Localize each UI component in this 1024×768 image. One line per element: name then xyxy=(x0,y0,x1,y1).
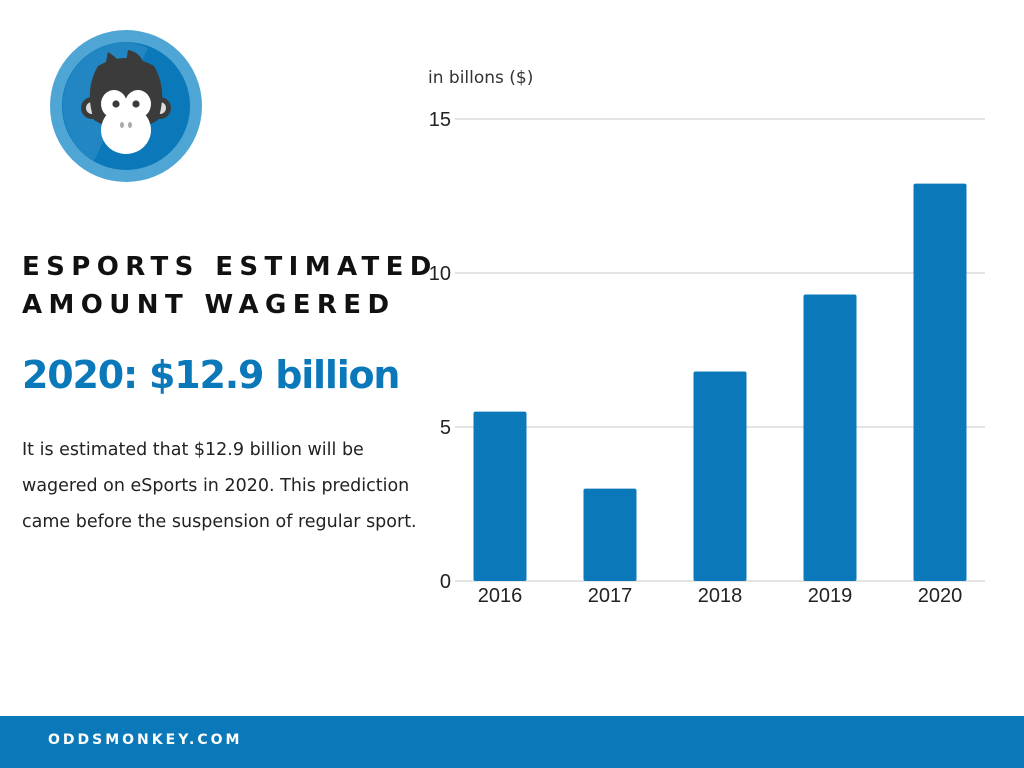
bars xyxy=(473,183,967,581)
x-tick-label: 2017 xyxy=(588,585,633,607)
bar-2016 xyxy=(473,411,527,581)
x-tick-label: 2019 xyxy=(808,585,853,607)
bar-2019 xyxy=(803,294,857,581)
logo xyxy=(50,30,202,182)
bar-2018 xyxy=(693,371,747,581)
heading-line-2: AMOUNT WAGERED xyxy=(22,290,396,320)
heading-line-1: ESPORTS ESTIMATED xyxy=(22,252,438,282)
bar-2017 xyxy=(583,488,637,581)
footer-site-link[interactable]: ODDSMONKEY.COM xyxy=(48,732,243,748)
x-tick-label: 2020 xyxy=(918,585,963,607)
chart-heading: ESPORTS ESTIMATED AMOUNT WAGERED xyxy=(22,248,438,324)
description-text: It is estimated that $12.9 billion will … xyxy=(22,440,417,532)
footer-bar: ODDSMONKEY.COM xyxy=(0,716,1024,768)
y-tick-label: 10 xyxy=(429,263,451,285)
x-axis-labels: 2016 2017 2018 2019 2020 xyxy=(478,585,963,607)
y-tick-label: 5 xyxy=(440,417,451,439)
x-tick-label: 2018 xyxy=(698,585,743,607)
y-tick-label: 0 xyxy=(440,571,451,593)
monkey-face-icon xyxy=(81,50,171,154)
y-tick-label: 15 xyxy=(429,109,451,131)
highlight-value: 2020: $12.9 billion xyxy=(22,353,400,397)
y-axis-labels: 0 5 10 15 xyxy=(429,109,451,593)
unit-label: in billons ($) xyxy=(428,68,533,88)
x-tick-label: 2016 xyxy=(478,585,523,607)
bar-2020 xyxy=(913,183,967,581)
